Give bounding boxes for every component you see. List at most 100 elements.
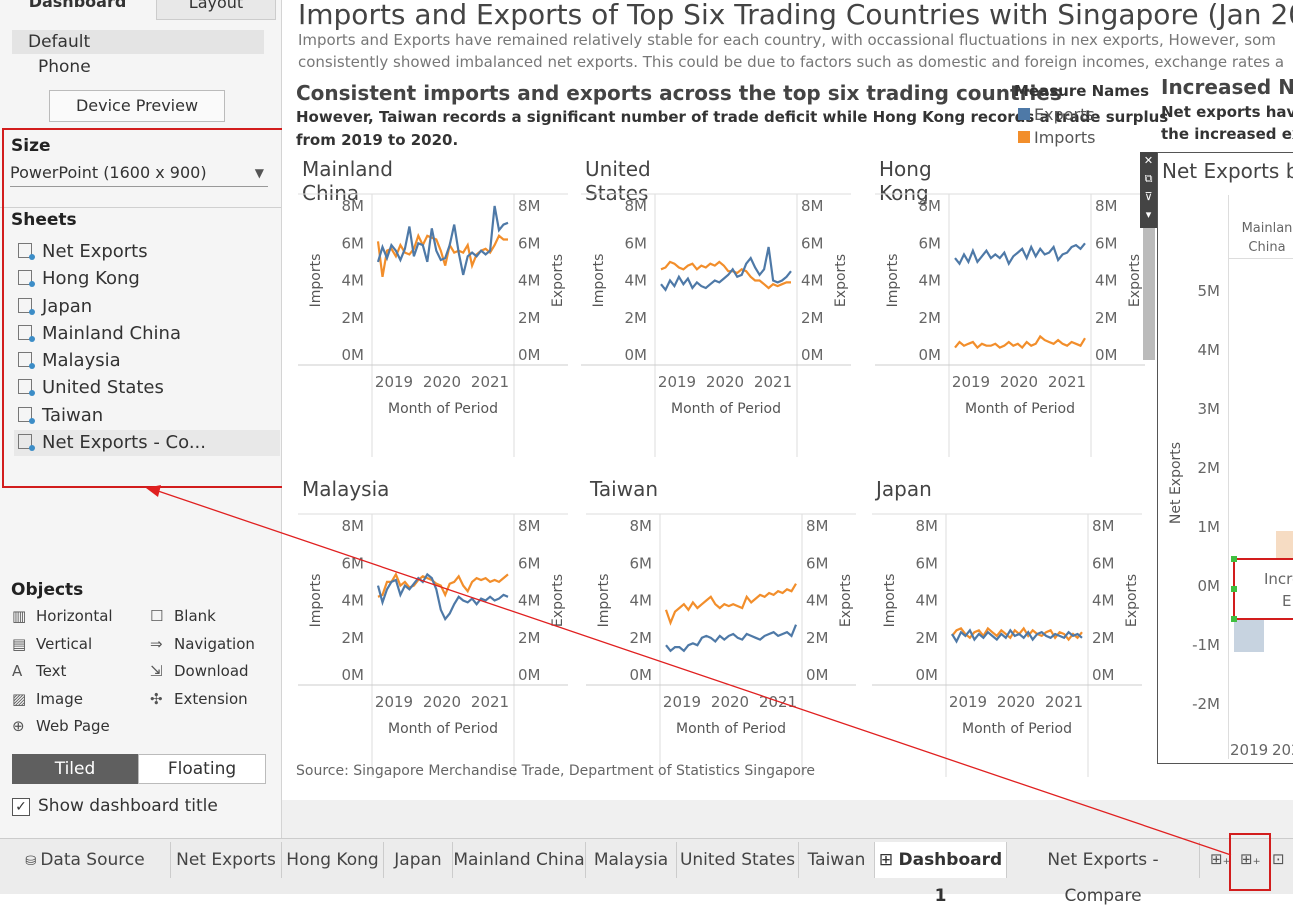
new-worksheet-icon[interactable]: ⊞₊ [1210, 850, 1231, 868]
resize-handle[interactable] [1231, 616, 1237, 622]
tab-malaysia[interactable]: Malaysia [586, 842, 677, 878]
tab-net-exports-compare[interactable]: Net Exports - Compare [1007, 842, 1200, 906]
filter-icon[interactable]: ⊽ [1144, 190, 1153, 203]
object-extension[interactable]: ✣ Extension [150, 687, 248, 711]
worksheet-icon [18, 298, 35, 315]
resize-handle[interactable] [1231, 556, 1237, 562]
new-story-icon[interactable]: ⊡ [1272, 850, 1285, 868]
legend-swatch [1018, 131, 1030, 143]
y-tick-label: 2M [518, 309, 541, 327]
chart-title: Hong Kong [879, 157, 932, 205]
object-horizontal[interactable]: ▥ Horizontal [12, 604, 113, 628]
y-axis-title: Exports [838, 574, 854, 627]
sheet-item[interactable]: Net Exports - Co... [14, 430, 280, 456]
y-tick-label: 0M [919, 346, 942, 364]
x-tick-label: 2021 [754, 373, 792, 391]
annotation-text-box[interactable] [1233, 558, 1293, 620]
sheet-item[interactable]: Net Exports [14, 239, 280, 265]
x-tick-label: 202 [1272, 741, 1293, 759]
blank-icon: ☐ [150, 607, 164, 625]
net-exports-category-label: Mainlan China [1241, 221, 1293, 255]
sheet-item[interactable]: Malaysia [14, 348, 280, 374]
annotation-highlight-box [2, 128, 285, 488]
more-options-icon[interactable]: ▾ [1145, 208, 1152, 221]
tab-japan[interactable]: Japan [384, 842, 453, 878]
chart-title: Mainland China [302, 157, 393, 205]
tab-mainland-china[interactable]: Mainland China [453, 842, 586, 878]
scrollbar[interactable] [1143, 228, 1155, 360]
section-description-2: from 2019 to 2020. [296, 131, 459, 149]
tab-data-source[interactable]: ⛁ Data Source [0, 842, 171, 878]
objects-heading: Objects [11, 580, 84, 600]
x-axis-title: Month of Period [388, 401, 498, 417]
x-axis-title: Month of Period [671, 401, 781, 417]
legend-item-imports[interactable]: Imports [1018, 128, 1095, 147]
legend-title: Measure Names [1014, 82, 1150, 100]
object-label: Text [36, 662, 67, 680]
object-download[interactable]: ⇲ Download [150, 659, 249, 683]
object-vertical[interactable]: ▤ Vertical [12, 632, 92, 656]
sheet-item[interactable]: Taiwan [14, 403, 280, 429]
object-web-page[interactable]: ⊕ Web Page [12, 714, 110, 738]
device-phone[interactable]: Phone [38, 57, 91, 77]
object-text[interactable]: A Text [12, 659, 66, 683]
y-tick-label: 4M [1092, 592, 1115, 610]
y-tick-label: 0M [801, 346, 824, 364]
tiled-toggle[interactable]: Tiled [12, 754, 138, 784]
horizontal-icon: ▥ [12, 607, 27, 625]
close-icon[interactable]: ✕ [1143, 154, 1154, 167]
y-tick-label: 6M [801, 234, 824, 252]
new-dashboard-icon[interactable]: ⊞₊ [1240, 850, 1261, 868]
object-label: Download [174, 662, 249, 680]
x-tick-label: 2019 [952, 373, 990, 391]
tab-dashboard-1[interactable]: ⊞ Dashboard 1 [875, 842, 1007, 906]
y-tick-label: 1M [1198, 518, 1221, 536]
y-tick-label: 0M [1092, 666, 1115, 684]
section-heading: Consistent imports and exports across th… [296, 81, 1062, 105]
tab-dashboard[interactable]: Dashboard [0, 0, 155, 18]
sheet-item[interactable]: Mainland China [14, 321, 280, 347]
dashboard-subtitle: Imports and Exports have remained relati… [298, 31, 1276, 49]
tab-layout[interactable]: Layout [156, 0, 276, 20]
sheet-label: Net Exports [42, 241, 148, 262]
dashboard-icon: ⊞ [878, 850, 899, 870]
tab-net-exports[interactable]: Net Exports [171, 842, 282, 878]
y-tick-label: 4M [801, 272, 824, 290]
y-tick-label: 2M [1092, 629, 1115, 647]
size-dropdown[interactable]: PowerPoint (1600 x 900) ▼ [10, 160, 268, 187]
object-blank[interactable]: ☐ Blank [150, 604, 216, 628]
x-axis-title: Month of Period [965, 401, 1075, 417]
net-exports-title: Net Exports b [1162, 159, 1293, 183]
sheet-item[interactable]: United States [14, 375, 280, 401]
x-tick-label: 2020 [423, 373, 461, 391]
y-tick-label: 4M [806, 592, 829, 610]
y-tick-label: 8M [1095, 197, 1118, 215]
worksheet-icon [18, 407, 35, 424]
tab-united-states[interactable]: United States [677, 842, 799, 878]
dashboard-title: Imports and Exports of Top Six Trading C… [298, 0, 1293, 31]
tab-hong-kong[interactable]: Hong Kong [282, 842, 384, 878]
object-image[interactable]: ▨ Image [12, 687, 83, 711]
y-axis-title: Net Exports [1168, 442, 1184, 524]
x-tick-label: 2021 [471, 693, 509, 711]
resize-handle[interactable] [1231, 586, 1237, 592]
source-note: Source: Singapore Merchandise Trade, Dep… [296, 763, 816, 779]
worksheet-icon [18, 270, 35, 287]
go-to-sheet-icon[interactable]: ⧉ [1144, 172, 1153, 185]
object-navigation[interactable]: ⇒ Navigation [150, 632, 255, 656]
y-tick-label: 4M [919, 272, 942, 290]
net-exports-floating-sheet[interactable]: Net Exports b Mainlan China 5M 4M 3M 2M 1M 0M… [1157, 152, 1293, 764]
sheet-item[interactable]: Hong Kong [14, 266, 280, 292]
floating-toggle[interactable]: Floating [138, 754, 266, 784]
y-tick-label: 2M [801, 309, 824, 327]
object-label: Horizontal [36, 607, 113, 625]
sheet-item[interactable]: Japan [14, 294, 280, 320]
series-line-imports [664, 583, 797, 626]
y-tick-label: 2M [342, 629, 365, 647]
legend-item-exports[interactable]: Exports [1018, 105, 1095, 124]
y-tick-label: 0M [1198, 577, 1221, 595]
tab-taiwan[interactable]: Taiwan [799, 842, 875, 878]
show-title-checkbox[interactable]: ✓ [12, 798, 30, 816]
device-preview-button[interactable]: Device Preview [49, 90, 225, 122]
device-default[interactable]: Default [12, 30, 264, 54]
